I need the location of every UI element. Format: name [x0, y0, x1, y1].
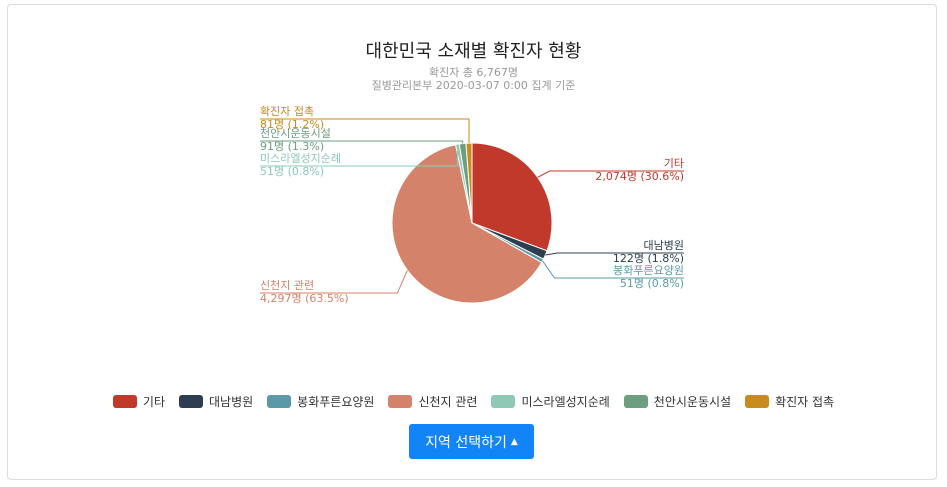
slice-label-value: 91명 (1.3%) [260, 140, 324, 153]
legend-label: 대남병원 [209, 395, 254, 409]
leader-line [260, 144, 458, 167]
legend-swatch [623, 395, 648, 408]
slice-label-name: 천안시운동시설 [260, 126, 331, 140]
slice-label-value: 122명 (1.8%) [613, 252, 684, 265]
slice-label-name: 기타 [664, 157, 684, 170]
legend-label: 신천지 관련 [418, 395, 478, 409]
legend-swatch [745, 395, 770, 408]
legend-item[interactable]: 확진자 접촉 [745, 393, 834, 410]
slice-label-name: 확진자 접촉 [260, 105, 314, 118]
slice-label-name: 대남병원 [644, 239, 684, 252]
leader-line [260, 118, 470, 144]
legend-item[interactable]: 신천지 관련 [388, 393, 477, 410]
slice-label-value: 2,074명 (30.6%) [595, 170, 684, 183]
slice-label-value: 51명 (0.8%) [260, 165, 324, 178]
slice-label-name: 봉화푸른요양원 [613, 264, 684, 277]
leader-line [537, 170, 684, 178]
legend-label: 확진자 접촉 [775, 395, 835, 409]
legend-swatch [388, 395, 413, 408]
slice-label-value: 51명 (0.8%) [620, 277, 684, 290]
leader-line [542, 260, 684, 279]
slice-label-value: 4,297명 (63.5%) [260, 292, 349, 305]
slice-label-name: 미스라엘성지순례 [260, 152, 341, 165]
legend-swatch [491, 395, 516, 408]
pie-slice[interactable] [391, 144, 543, 304]
slice-label-value: 81명 (1.2%) [260, 118, 324, 131]
legend-label: 기타 [142, 395, 165, 409]
chart-subtitle: 확진자 총 6,767명 질병관리본부 2020-03-07 0:00 집계 기… [0, 66, 947, 92]
legend-item[interactable]: 기타 [112, 393, 165, 410]
legend-swatch [112, 395, 137, 408]
legend-item[interactable]: 봉화푸른요양원 [267, 393, 374, 410]
legend-item[interactable]: 천안시운동시설 [623, 393, 732, 410]
chart-title: 대한민국 소재별 확진자 현황 [365, 41, 582, 62]
legend-label: 천안시운동시설 [653, 395, 732, 409]
pie-slice[interactable] [471, 142, 553, 252]
legend-label: 미스라엘성지순례 [521, 395, 610, 409]
legend-swatch [267, 395, 292, 408]
leader-line [545, 252, 684, 256]
leader-line [260, 140, 464, 144]
region-select-button[interactable]: 지역 선택하기 ▲ [409, 424, 534, 459]
caret-up-icon: ▲ [510, 436, 518, 447]
legend-swatch [179, 395, 203, 408]
subtitle-total: 확진자 총 6,767명 [428, 66, 519, 79]
slice-label-name: 신천지 관련 [260, 278, 314, 292]
legend-label: 봉화푸른요양원 [297, 395, 375, 409]
chart-legend: 기타 대남병원 봉화푸른요양원 신천지 관련 미스라엘성지순례 천안시운동시설 확진자 접촉 [0, 393, 947, 410]
leader-line [260, 270, 408, 294]
legend-item[interactable]: 미스라엘성지순례 [491, 393, 610, 410]
subtitle-source: 질병관리본부 2020-03-07 0:00 집계 기준 [371, 79, 576, 92]
region-select-label: 지역 선택하기 [425, 434, 507, 451]
legend-item[interactable]: 대남병원 [179, 393, 253, 410]
